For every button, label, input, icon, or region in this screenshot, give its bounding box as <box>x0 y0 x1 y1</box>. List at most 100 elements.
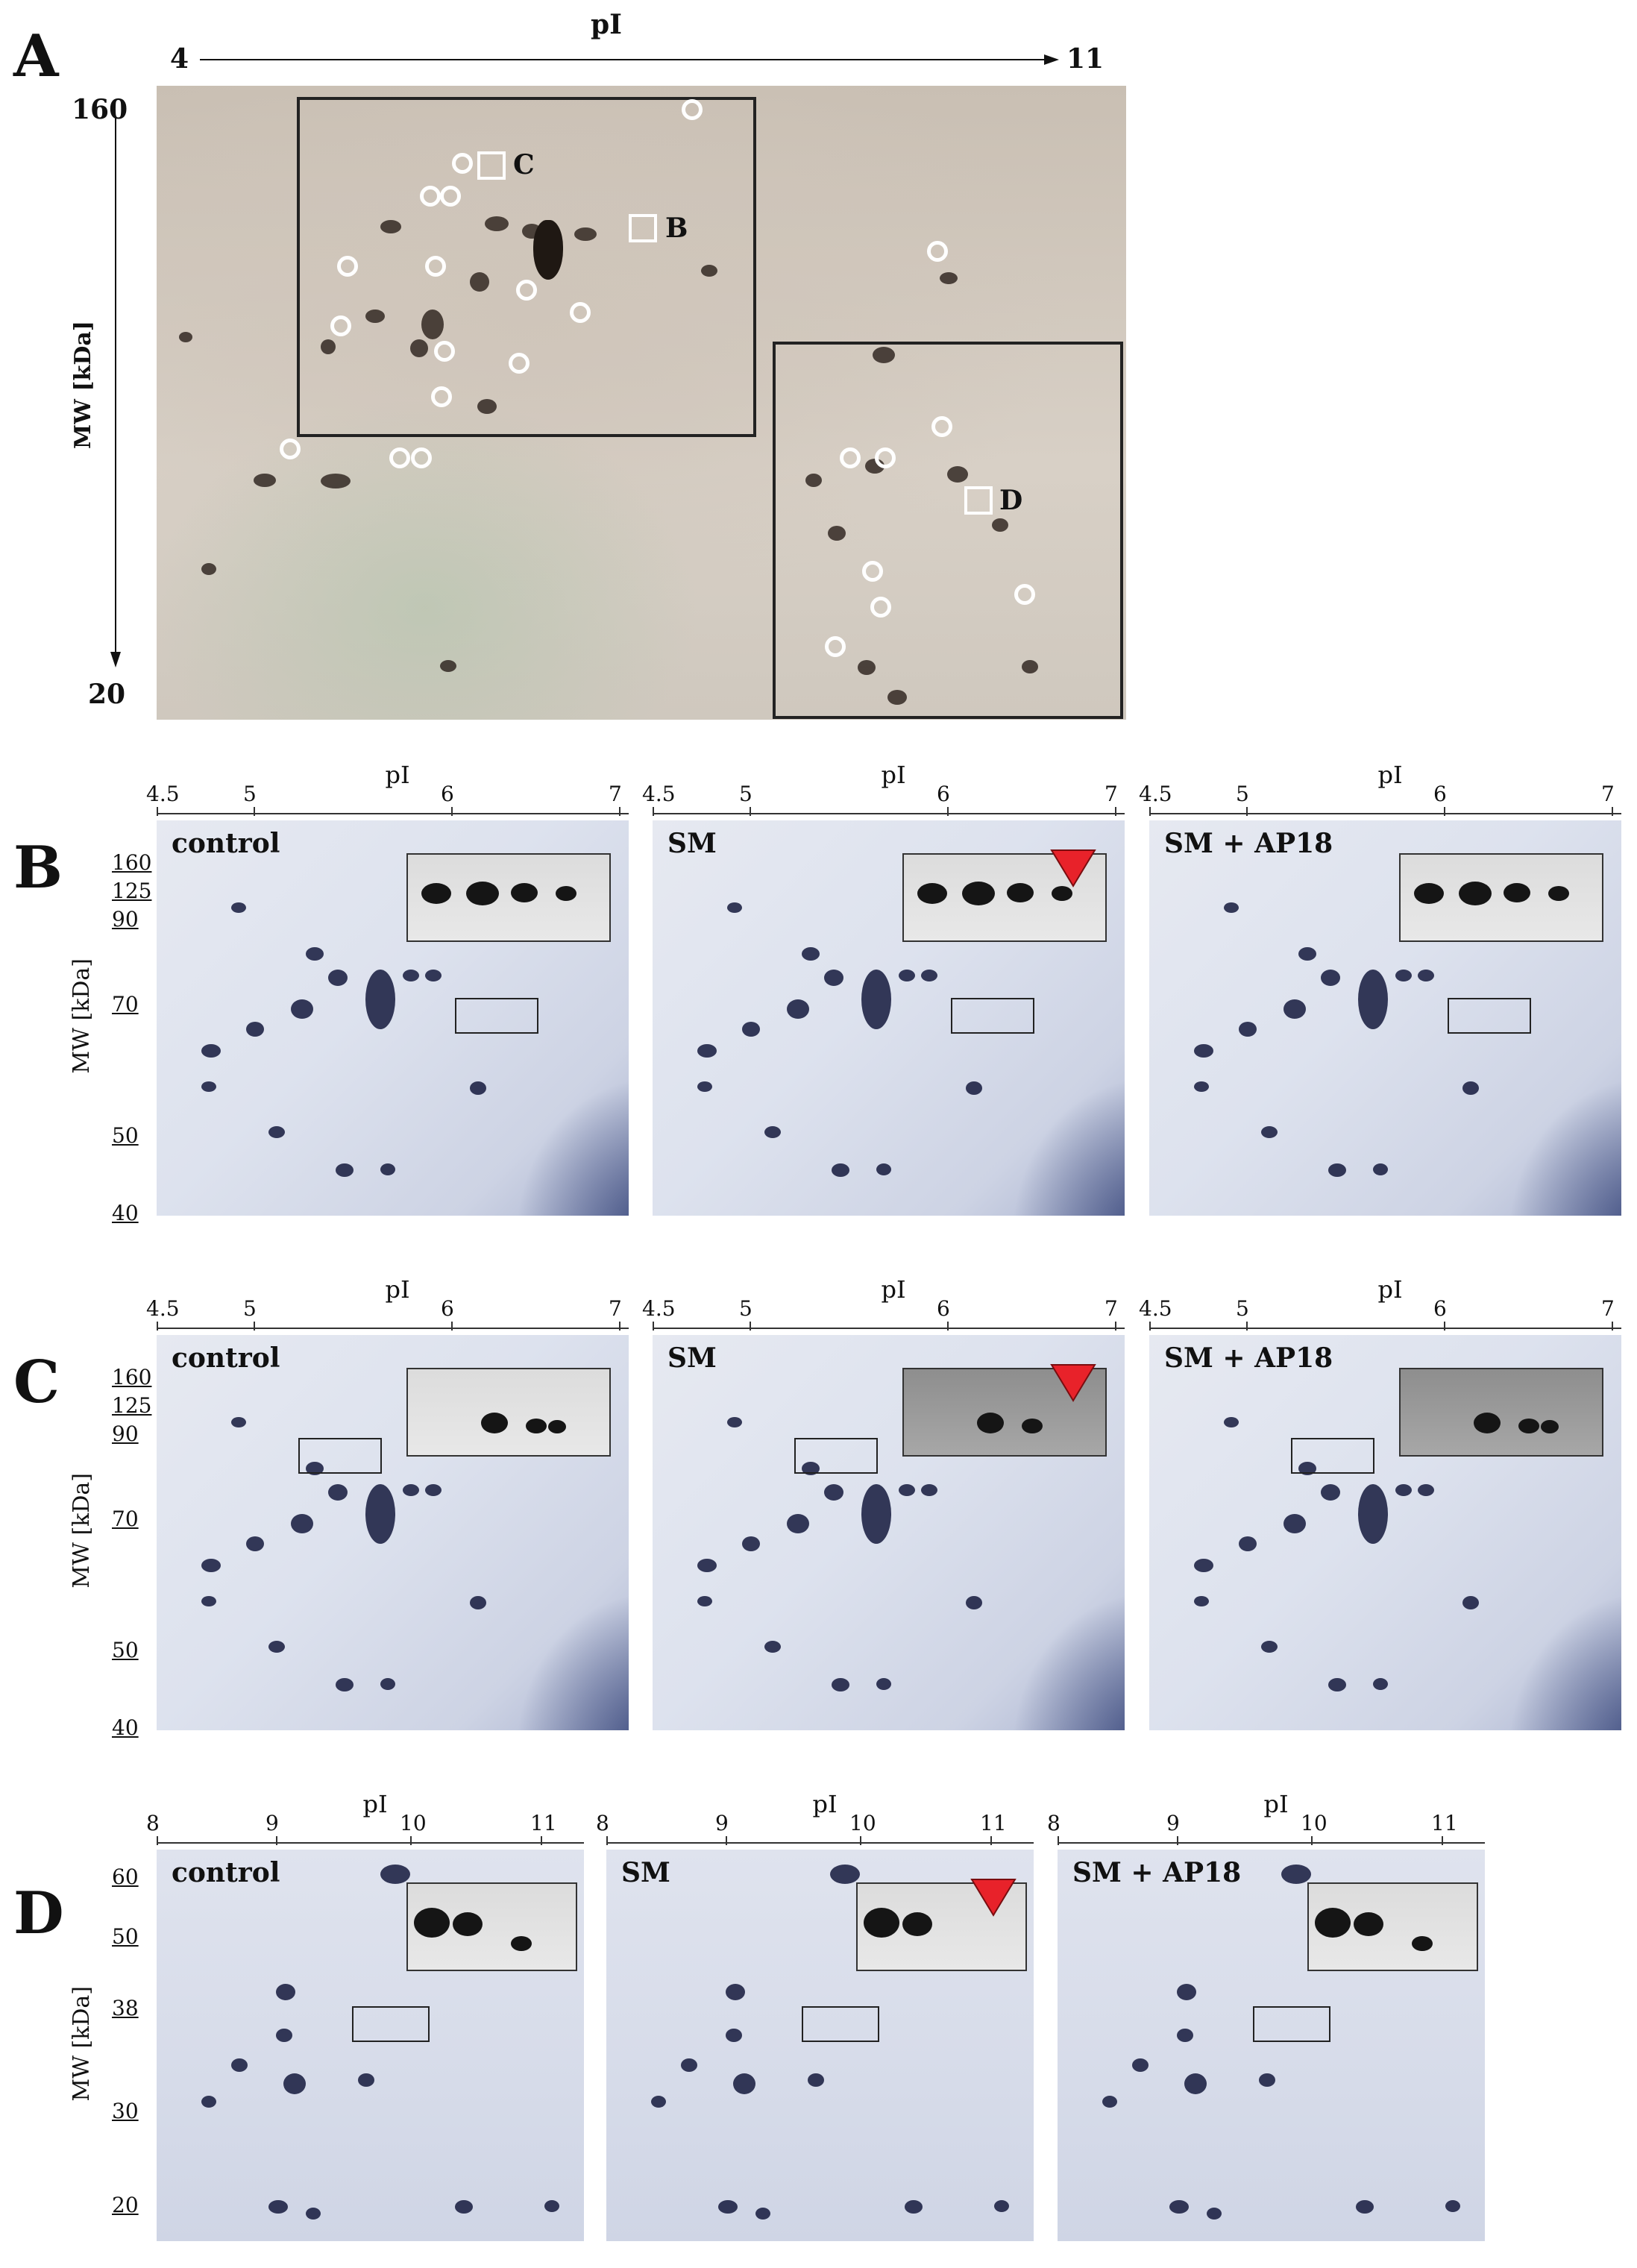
panel-b-gel-spot <box>1418 970 1434 981</box>
panel-b-pi-label: pI <box>385 761 410 789</box>
panel-b-gel-spot <box>764 1126 781 1138</box>
panel-d-pi-tick-label: 10 <box>1301 1811 1327 1835</box>
panel-d-gel-spot <box>1132 2058 1149 2072</box>
panel-b-mw-tick: 160 <box>112 850 152 875</box>
panel-b-gel-spot <box>727 902 742 913</box>
panel-d-gel-spot <box>201 2096 216 2108</box>
panel-c-gel-spot <box>403 1484 419 1496</box>
box-b-label: B <box>665 213 688 244</box>
panel-b-condition-label: SM <box>667 828 717 859</box>
panel-c-letter: C <box>13 1348 60 1416</box>
panel-b-pi-tick-label: 7 <box>609 782 622 806</box>
panel-d-pi-tick <box>860 1836 861 1845</box>
panel-b-gel-spot <box>231 902 246 913</box>
panel-c-inset-spot <box>1022 1419 1043 1433</box>
panel-d-pi-tick-label: 11 <box>1431 1811 1458 1835</box>
panel-d-gel-spot <box>1259 2073 1275 2087</box>
panel-d-gel-spot <box>733 2073 755 2094</box>
panel-b-arrowhead-icon <box>1050 849 1096 888</box>
panel-b-inset-spot <box>1548 886 1569 901</box>
panel-b-pi-label: pI <box>1377 761 1403 789</box>
panel-d-gel-spot <box>1445 2200 1460 2212</box>
spot-ring <box>420 186 441 207</box>
panel-d-pi-tick <box>276 1836 277 1845</box>
panel-c-gel-spot <box>268 1641 285 1653</box>
panel-d-condition-label: SM + AP18 <box>1072 1857 1242 1888</box>
panel-d-pi-tick-label: 8 <box>596 1811 609 1835</box>
panel-b-pi-tick-label: 7 <box>1601 782 1615 806</box>
panel-d-gel-spot <box>268 2200 288 2214</box>
panel-d-pi-tick-label: 8 <box>1047 1811 1061 1835</box>
panel-d-pi-tick-label: 11 <box>530 1811 557 1835</box>
panel-b-pi-tick-label: 6 <box>441 782 454 806</box>
spot-ring <box>434 341 455 362</box>
panel-b-inset-spot <box>511 883 538 902</box>
panel-d-arrowhead-icon <box>970 1879 1017 1917</box>
panel-c-gel-spot <box>1418 1484 1434 1496</box>
panel-b-pi-tick-label: 5 <box>1236 782 1249 806</box>
panel-c-mw-tick: 40 <box>112 1715 139 1740</box>
panel-d-pi-tick-label: 11 <box>980 1811 1007 1835</box>
panel-c-inset-spot <box>1474 1413 1501 1433</box>
panel-d-gel-spot <box>651 2096 666 2108</box>
panel-c-pi-tick-label: 5 <box>739 1296 752 1321</box>
panel-c-gel-spot <box>201 1559 221 1572</box>
panel-d-inset-spot <box>511 1936 532 1951</box>
panel-c-pi-tick <box>619 1322 620 1331</box>
panel-c-pi-tick-label: 6 <box>1433 1296 1447 1321</box>
panel-d-gel-spot <box>994 2200 1009 2212</box>
panel-b-pi-tick <box>254 807 255 816</box>
panel-d-inset-spot <box>902 1912 932 1936</box>
panel-b-gel-spot <box>802 947 820 961</box>
box-d-marker <box>964 486 993 515</box>
panel-c-pi-tick-label: 4.5 <box>146 1296 180 1321</box>
panel-c-pi-label: pI <box>881 1275 906 1304</box>
panel-d-pi-tick-label: 8 <box>146 1811 160 1835</box>
panel-c-pi-label: pI <box>385 1275 410 1304</box>
panel-c-pi-tick <box>1246 1322 1248 1331</box>
panel-d-gel-spot <box>544 2200 559 2212</box>
panel-b-gel-spot <box>697 1044 717 1058</box>
panel-c-gel-spot <box>1328 1678 1346 1691</box>
panel-c-pi-tick-label: 6 <box>441 1296 454 1321</box>
panel-b-pi-tick <box>750 807 751 816</box>
panel-b-gel-spot <box>1395 970 1412 981</box>
panel-c-pi-axis <box>157 1328 629 1329</box>
panel-c-gel-spot <box>1224 1417 1239 1427</box>
panel-d-gel-spot <box>380 1865 410 1884</box>
panel-d-gel-spot <box>1169 2200 1189 2214</box>
panel-d-pi-tick <box>1442 1836 1443 1845</box>
panel-c-pi-tick <box>254 1322 255 1331</box>
panel-b-inset-spot <box>1007 883 1034 902</box>
panel-d-inset-spot <box>1412 1936 1433 1951</box>
panel-d-pi-axis <box>1058 1842 1485 1844</box>
panel-c-gel-spot <box>1239 1536 1257 1551</box>
panel-b-region-box <box>951 998 1034 1034</box>
panel-c-gel-spot <box>802 1462 820 1475</box>
panel-c-mw-tick: 70 <box>112 1507 139 1531</box>
panel-c-gel-spot <box>328 1484 348 1501</box>
panel-b-gel-spot <box>470 1081 486 1095</box>
panel-c-mw-tick: 160 <box>112 1365 152 1389</box>
spot-ring <box>570 302 591 323</box>
panel-b-gel-spot <box>742 1022 760 1037</box>
panel-b-gel-spot <box>1358 970 1388 1029</box>
panel-a-region-box-upper <box>297 97 756 437</box>
panel-b-gel-spot <box>201 1081 216 1092</box>
panel-b-pi-tick <box>1444 807 1445 816</box>
panel-b-gel-spot <box>787 999 809 1019</box>
panel-c-mw-tick: 125 <box>112 1393 152 1418</box>
panel-d-pi-axis <box>157 1842 584 1844</box>
panel-c-arrowhead-icon <box>1050 1364 1096 1402</box>
panel-c-gel-spot <box>764 1641 781 1653</box>
panel-c-pi-tick-label: 7 <box>609 1296 622 1321</box>
panel-d-gel-spot <box>830 1865 860 1884</box>
panel-d-mw-tick: 38 <box>112 1996 139 2020</box>
panel-d-mw-tick: 60 <box>112 1865 139 1889</box>
panel-d-gel-spot <box>718 2200 738 2214</box>
panel-d-pi-tick-label: 9 <box>715 1811 729 1835</box>
spot-ring <box>682 99 703 120</box>
panel-d-inset-spot <box>864 1908 899 1938</box>
panel-c-pi-tick <box>1612 1322 1613 1331</box>
panel-c-zoom-inset <box>1399 1368 1603 1457</box>
